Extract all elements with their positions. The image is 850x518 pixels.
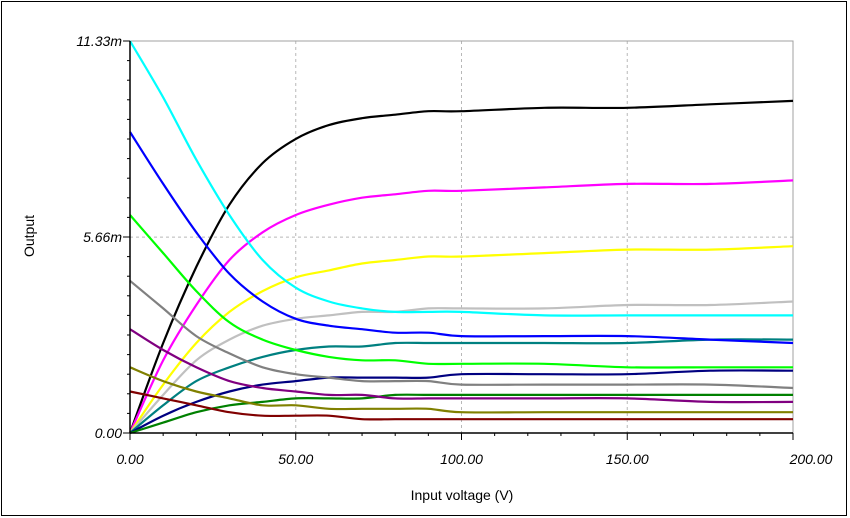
series-group <box>128 40 794 435</box>
axes-group <box>123 40 794 440</box>
series-line-12 <box>129 328 794 404</box>
x-tick-label: 150.00 <box>606 451 649 467</box>
y-axis-label: Output <box>21 215 37 257</box>
y-tick-label: 11.33m <box>76 33 122 49</box>
series-line-4 <box>129 300 794 434</box>
series-line-3 <box>129 245 794 434</box>
series-line-2 <box>128 179 794 434</box>
series-line-13 <box>129 366 793 414</box>
y-tick-label: 5.66m <box>83 229 122 245</box>
y-tick-label: 0.00 <box>95 425 122 441</box>
x-tick-label: 200.00 <box>789 451 833 467</box>
series-line-11 <box>129 279 794 390</box>
series-line-1 <box>128 99 794 434</box>
x-tick-label: 50.00 <box>278 451 313 467</box>
tick-labels: 0.00 50.00 100.00 150.00 200.00 0.00 5.66m 11.3… <box>76 33 832 467</box>
series-line-14 <box>129 390 794 421</box>
series-line-10 <box>129 214 793 369</box>
series-line-9 <box>129 131 794 345</box>
series-line-8 <box>129 40 793 317</box>
series-line-6 <box>129 369 794 434</box>
x-axis-label: Input voltage (V) <box>411 487 514 503</box>
x-tick-label: 0.00 <box>116 451 143 467</box>
x-tick-label: 100.00 <box>440 451 483 467</box>
